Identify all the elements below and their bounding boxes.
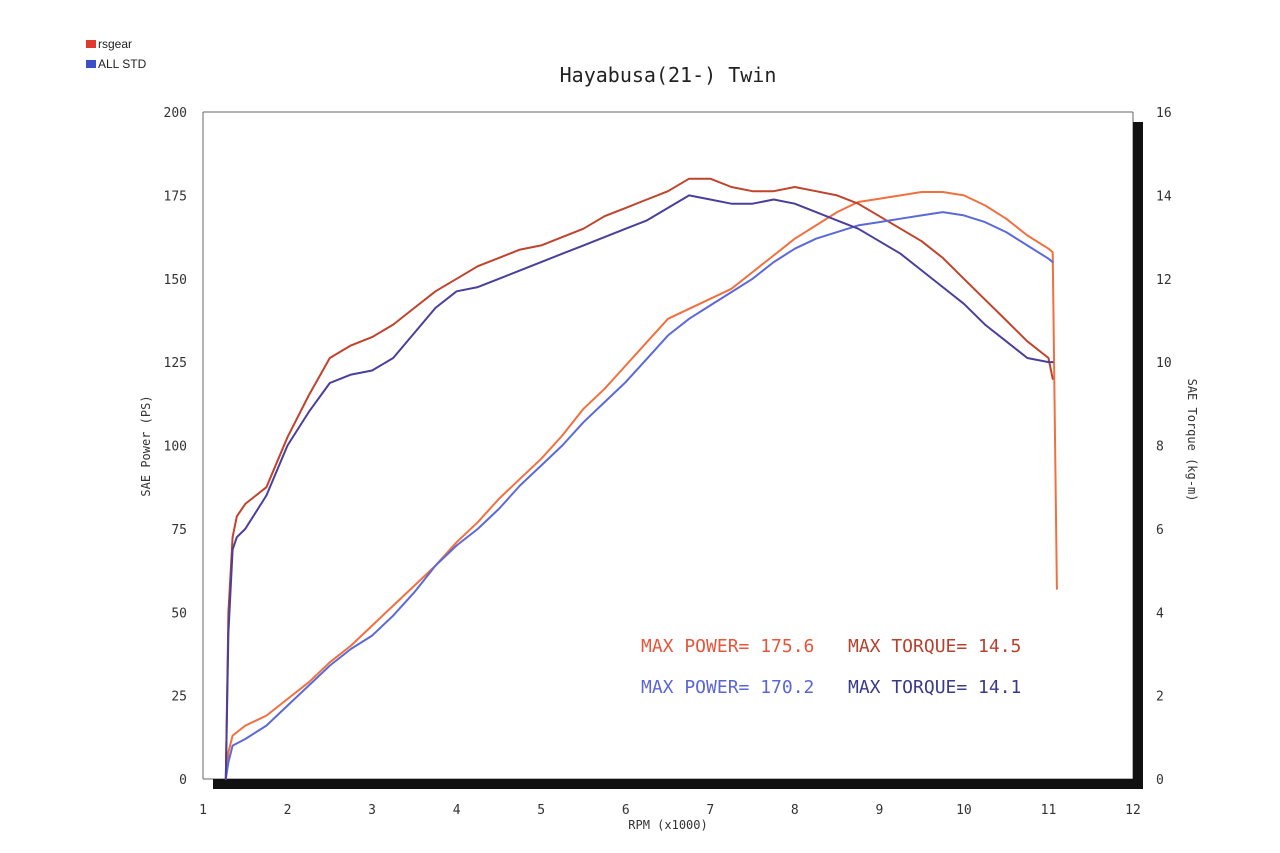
series-line-rsgear-power xyxy=(224,191,1058,780)
x-tick-label: 9 xyxy=(875,803,883,818)
y-tick-label: 200 xyxy=(164,106,187,121)
x-tick-label: 2 xyxy=(284,803,292,818)
x-tick-label: 5 xyxy=(537,803,545,818)
series-line-rsgear-torque xyxy=(224,177,1054,780)
y-axis-title: SAE Power (PS) xyxy=(139,395,153,496)
annotations: MAX POWER= 175.6 MAX TORQUE= 14.5 MAX PO… xyxy=(641,636,1021,698)
y-tick-label: 25 xyxy=(171,690,187,705)
annotation-std-max-torque: MAX TORQUE= 14.1 xyxy=(848,677,1021,698)
y-tick-label: 175 xyxy=(164,189,187,204)
annotation-rsgear-max-power: MAX POWER= 175.6 xyxy=(641,636,814,657)
x-tick-label: 4 xyxy=(453,803,461,818)
y2-tick-label: 4 xyxy=(1156,606,1164,621)
x-tick-label: 6 xyxy=(622,803,630,818)
legend: rsgear ALL STD xyxy=(86,37,147,71)
x-tick-label: 8 xyxy=(791,803,799,818)
x-tick-label: 1 xyxy=(199,803,207,818)
series-line-all-std-torque xyxy=(224,194,1054,780)
x-tick-label: 11 xyxy=(1041,803,1057,818)
y-tick-label: 50 xyxy=(171,606,187,621)
legend-label-all-std: ALL STD xyxy=(98,57,147,71)
chart-title: Hayabusa(21-) Twin xyxy=(560,63,777,87)
y-tick-labels: 0 25 50 75 100 125 150 175 200 xyxy=(164,106,187,788)
y-tick-label: 75 xyxy=(171,523,187,538)
frame-shadow-right xyxy=(1133,122,1143,789)
x-axis-title: RPM (x1000) xyxy=(628,818,707,832)
x-tick-label: 12 xyxy=(1125,803,1141,818)
legend-swatch-rsgear xyxy=(86,40,96,48)
x-tick-label: 7 xyxy=(706,803,714,818)
y2-tick-label: 10 xyxy=(1156,356,1172,371)
y2-tick-label: 16 xyxy=(1156,106,1172,121)
x-tick-label: 10 xyxy=(956,803,972,818)
y2-tick-label: 8 xyxy=(1156,440,1164,455)
y2-tick-label: 6 xyxy=(1156,523,1164,538)
y-tick-label: 150 xyxy=(164,273,187,288)
y2-axis-title: SAE Torque (kg-m) xyxy=(1185,379,1199,502)
y2-tick-label: 12 xyxy=(1156,273,1172,288)
annotation-rsgear-max-torque: MAX TORQUE= 14.5 xyxy=(848,636,1021,657)
y-tick-label: 125 xyxy=(164,356,187,371)
x-tick-labels: 1 2 3 4 5 6 7 8 9 10 11 12 xyxy=(199,803,1141,818)
series-line-all-std-power xyxy=(224,211,1054,780)
y2-tick-labels: 0 2 4 6 8 10 12 14 16 xyxy=(1156,106,1172,788)
y2-tick-label: 2 xyxy=(1156,690,1164,705)
annotation-std-max-power: MAX POWER= 170.2 xyxy=(641,677,814,698)
x-tick-label: 3 xyxy=(368,803,376,818)
series-layer xyxy=(224,177,1058,780)
y2-tick-label: 14 xyxy=(1156,189,1172,204)
y-tick-label: 0 xyxy=(179,773,187,788)
legend-swatch-all-std xyxy=(86,60,96,68)
frame-shadow-bottom xyxy=(213,779,1143,789)
y-tick-label: 100 xyxy=(164,440,187,455)
legend-label-rsgear: rsgear xyxy=(98,37,132,51)
y2-tick-label: 0 xyxy=(1156,773,1164,788)
plot-frame xyxy=(202,111,1143,789)
